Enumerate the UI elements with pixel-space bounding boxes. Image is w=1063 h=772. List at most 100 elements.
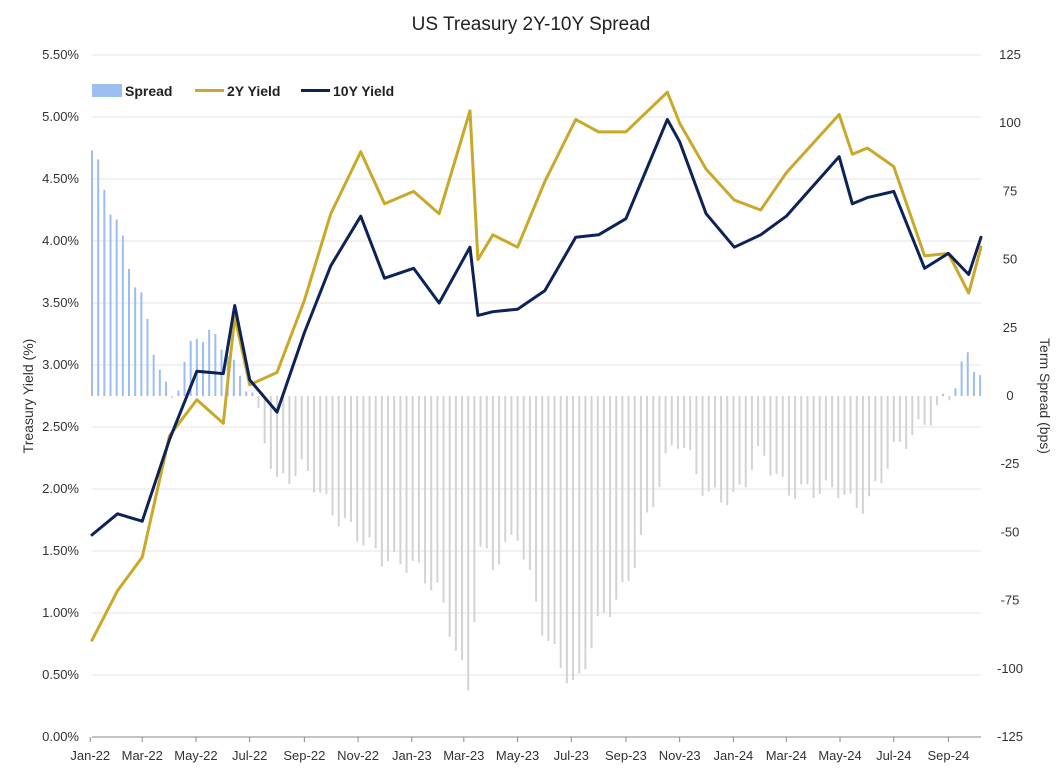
spread-bar [905,396,908,449]
legend: Spread 2Y Yield 10Y Yield [92,83,394,99]
spread-bar [781,396,784,477]
spread-bar [491,396,494,571]
spread-bar [868,396,871,497]
spread-bar [979,375,982,396]
spread-bar [806,396,809,485]
legend-item-two-year: 2Y Yield [195,83,280,99]
spread-bar [109,214,112,396]
x-tick-label: Sep-23 [605,748,647,763]
spread-bar [294,396,297,477]
left-axis-title: Treasury Yield (%) [20,339,36,454]
spread-bar [202,342,205,396]
spread-bar [282,396,285,474]
spread-bar [960,361,963,396]
x-tick-label: Jul-24 [876,748,911,763]
spread-bar [331,396,334,516]
spread-bar [430,396,433,591]
spread-bar [732,396,735,493]
x-tick-label: May-23 [496,748,539,763]
spread-bar [584,396,587,670]
spread-bar [689,396,692,451]
right-tick-label: -75 [1001,593,1020,608]
spread-bar [214,333,217,396]
left-tick-label: 0.50% [42,667,79,682]
spread-bar [485,396,488,549]
spread-bar [387,396,390,562]
spread-bar [695,396,698,475]
spread-bar [288,396,291,484]
x-tick-label: Nov-23 [659,748,701,763]
spread-bar [128,269,130,396]
left-tick-label: 5.00% [42,109,79,124]
spread-bar [535,396,538,602]
spread-bar [855,396,858,509]
spread-bar [399,396,402,565]
spread-bar [972,372,975,396]
spread-bar [849,396,852,494]
x-tick-label: Jan-23 [392,748,432,763]
spread-bar [300,396,303,460]
spread-bar [479,396,482,547]
right-axis-ticks: -125 -100 -75 -50 -25 0 25 50 75 100 125 [997,47,1023,744]
spread-bar [417,396,420,563]
spread-bar [325,396,328,494]
spread-bar [362,396,365,546]
spread-bar [121,235,124,396]
left-tick-label: 1.50% [42,543,79,558]
spread-bar [720,396,723,503]
spread-bar [115,219,118,396]
x-axis-ticks: Jan-22 Mar-22 May-22 Jul-22 Sep-22 Nov-22 Jan-… [70,737,969,763]
spread-bar [639,396,642,535]
spread-bars [91,150,982,691]
spread-bar [966,352,969,396]
spread-bar [251,392,254,396]
spread-bar [510,396,513,535]
spread-bar [892,396,895,443]
spread-bar [621,396,624,583]
spread-bar [898,396,901,442]
spread-bar [935,396,938,406]
legend-label-two-year: 2Y Yield [227,83,280,99]
x-tick-label: Jan-22 [70,748,110,763]
spread-bar [103,189,106,396]
spread-bar [140,292,143,396]
spread-bar [917,396,920,420]
spread-bar [547,396,550,641]
spread-bar [861,396,864,514]
spread-bar [565,396,568,684]
right-tick-label: 75 [1003,183,1017,198]
spread-bar [424,396,427,584]
spread-bar [646,396,649,513]
x-tick-label: Nov-22 [337,748,379,763]
spread-bar [800,396,803,485]
spread-bar [775,396,778,475]
spread-bar [504,396,507,542]
x-tick-label: Mar-23 [443,748,484,763]
spread-bar [602,396,605,613]
left-tick-label: 5.50% [42,47,79,62]
spread-bar [787,396,790,496]
right-tick-label: 100 [999,115,1021,130]
right-tick-label: 125 [999,47,1021,62]
legend-item-ten-year: 10Y Yield [301,83,394,99]
spread-bar [380,396,383,567]
left-tick-label: 2.00% [42,481,79,496]
spread-bar [134,287,137,396]
spread-bar [633,396,636,568]
two-year-line [90,90,983,642]
x-tick-label: Sep-24 [927,748,969,763]
spread-bar [652,396,655,508]
spread-bar [590,396,593,649]
spread-bar [165,381,168,396]
spread-bar [769,396,772,476]
spread-bar [189,340,192,396]
spread-bar [609,396,612,617]
left-tick-label: 3.00% [42,357,79,372]
x-tick-label: Jul-23 [554,748,589,763]
spread-bar [627,396,630,581]
spread-bar [683,396,686,449]
spread-bar [676,396,679,449]
right-tick-label: -50 [1001,524,1020,539]
left-tick-label: 0.00% [42,729,79,744]
